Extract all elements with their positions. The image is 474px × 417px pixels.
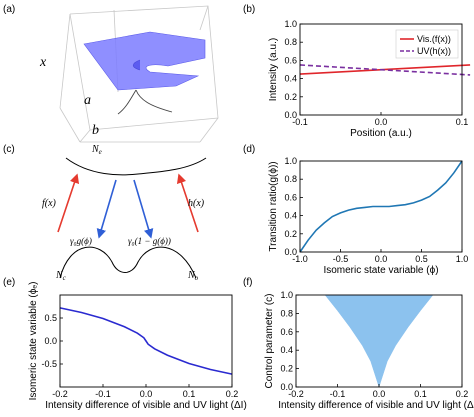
x-tick-label-4: 1.0 xyxy=(456,254,469,264)
panel-label-f: (f) xyxy=(243,277,252,288)
x-tick-label-2: 0.1 xyxy=(456,117,469,127)
excited-state-curve xyxy=(65,157,207,176)
x-tick-label-1: -0.1 xyxy=(95,389,111,399)
y-tick-label-4: 0.8 xyxy=(284,174,297,184)
state-No-label: No xyxy=(187,270,199,282)
y-tick-label-1: 0.2 xyxy=(284,92,297,102)
legend-entry-0: Vis.(f(x)) xyxy=(417,34,451,44)
x-tick-label-3: 0.5 xyxy=(415,254,428,264)
x-tick-label-1: 0.0 xyxy=(375,117,388,127)
ground-state-curve xyxy=(59,246,197,279)
y-tick-label-4: 0.8 xyxy=(280,308,293,318)
x-tick-label-4: 0.2 xyxy=(226,389,239,399)
cusp-surface xyxy=(83,31,206,91)
x-tick-label-3: 0.1 xyxy=(183,389,196,399)
y-axis-label: Transition ratio(g(ϕ)) xyxy=(268,161,279,251)
y-tick-label-5: 1.0 xyxy=(284,19,297,29)
y-tick-label-3: 0.6 xyxy=(280,327,293,337)
y-tick-label-1: 0.2 xyxy=(284,229,297,239)
cusp-curve xyxy=(117,89,173,115)
y-tick-label-2: 0.4 xyxy=(284,211,297,221)
y-axis-label: Isomeric state variable (ϕₑ) xyxy=(28,282,39,401)
x-tick-label-1: -0.1 xyxy=(330,389,346,399)
line-series-0 xyxy=(299,64,471,75)
f-of-x-label: f(x) xyxy=(42,198,57,209)
y-axis-label: Intensity (a.u.) xyxy=(268,38,279,101)
x-tick-label-2: 0.0 xyxy=(375,254,388,264)
x-tick-label-2: 0.0 xyxy=(140,389,153,399)
x-tick-label-0: -0.1 xyxy=(292,117,308,127)
axis-x-label: x xyxy=(39,55,47,70)
surface-fold xyxy=(132,59,141,71)
area-series-0 xyxy=(324,294,434,388)
y-tick-label-5: 1.0 xyxy=(284,156,297,166)
x-tick-label-0: -1.0 xyxy=(292,254,308,264)
x-axis-label: Isomeric state variable (ϕ) xyxy=(323,265,438,276)
x-tick-label-1: -0.5 xyxy=(333,254,349,264)
y-tick-label-2: 0.4 xyxy=(284,74,297,84)
y-tick-label-2: 0.4 xyxy=(280,345,293,355)
x-tick-label-0: -0.2 xyxy=(52,389,68,399)
relaxation-arrow-right xyxy=(133,179,154,239)
x-tick-label-0: -0.2 xyxy=(288,389,304,399)
x-axis-label: Intensity difference of visible and UV l… xyxy=(45,400,247,411)
panel-label-d: (d) xyxy=(243,144,255,155)
y-tick-label-2: 0.5 xyxy=(44,313,57,323)
y-tick-label-1: 0.2 xyxy=(280,364,293,374)
x-axis-label: Intensity difference of visible and UV l… xyxy=(278,400,474,411)
state-Nc-label: Nc xyxy=(55,270,67,282)
box-wireframe xyxy=(59,5,219,143)
y-tick-label-0: 0.0 xyxy=(280,382,293,392)
y-tick-label-0: 0.0 xyxy=(284,110,297,120)
axis-a-label: a xyxy=(84,93,91,108)
x-axis-label: Position (a.u.) xyxy=(350,128,412,139)
line-series-1 xyxy=(299,64,471,76)
x-tick-label-2: 0.0 xyxy=(373,389,386,399)
axis-b-label: b xyxy=(92,123,99,138)
x-tick-label-3: 0.1 xyxy=(414,389,427,399)
panel-c-energy-diagram: Ne Nc No f(x) h(x) γ₀g(ϕ) γ₀(1 − g(ϕ)) xyxy=(42,144,207,282)
chart-panel-e: -0.2 -0.1 0.0 0.1 0.2 -0.5 0.0 0.5 Intensity dif… xyxy=(28,282,247,411)
panel-a-cusp-surface: x a b xyxy=(39,5,219,143)
h-of-x-label: h(x) xyxy=(188,198,205,209)
gamma-g-label: γ₀g(ϕ) xyxy=(70,236,92,246)
excitation-arrow-right xyxy=(176,173,199,233)
panel-label-c: (c) xyxy=(3,144,15,155)
y-tick-label-4: 0.8 xyxy=(284,37,297,47)
state-Ne-label: Ne xyxy=(91,144,102,156)
y-tick-label-5: 1.0 xyxy=(280,290,293,300)
y-tick-label-3: 0.6 xyxy=(284,192,297,202)
panel-label-e: (e) xyxy=(3,277,15,288)
y-axis-label: Control parameter (c) xyxy=(264,293,275,388)
panel-label-a: (a) xyxy=(3,4,15,15)
legend-box xyxy=(395,29,459,59)
panel-label-b: (b) xyxy=(243,4,255,15)
chart-panel-d: -1.0 -0.5 0.0 0.5 1.0 0.0 0.2 0.4 0.6 0.8 1.0 Isome… xyxy=(268,156,468,276)
x-tick-label-4: 0.2 xyxy=(456,389,469,399)
excitation-arrow-left xyxy=(57,173,80,233)
legend-entry-1: UV(h(x)) xyxy=(417,46,451,56)
y-tick-label-0: 0.0 xyxy=(284,247,297,257)
relaxation-arrow-left xyxy=(96,179,117,239)
chart-panel-f: -0.2 -0.1 0.0 0.1 0.2 0.0 0.2 0.4 0.6 0.8 1.0 Inten… xyxy=(264,290,474,411)
y-tick-label-0: -0.5 xyxy=(41,359,57,369)
gamma-one-minus-g-label: γ₀(1 − g(ϕ)) xyxy=(128,236,171,246)
y-tick-label-1: 0.0 xyxy=(44,336,57,346)
y-tick-label-3: 0.6 xyxy=(284,55,297,65)
